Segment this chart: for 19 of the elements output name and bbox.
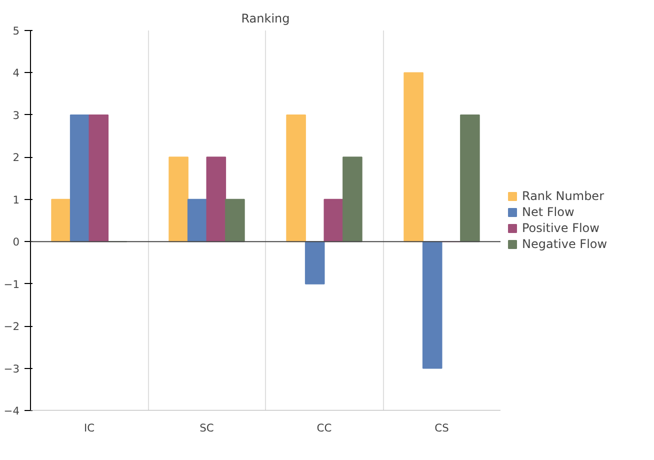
chart-title: Ranking [241,12,290,26]
y-tick-label: −3 [4,362,20,376]
x-tick-label: SC [200,422,214,434]
legend-label: Net Flow [522,205,574,219]
y-tick-label: 4 [12,66,20,80]
x-tick-label: IC [84,422,95,434]
x-tick-label: CC [316,422,332,434]
y-tick-label: 3 [12,108,20,122]
x-tick-label: CS [434,422,450,434]
y-tick-label: 0 [12,236,20,249]
y-tick-label: 5 [12,24,20,38]
y-tick-label: −2 [4,320,20,334]
y-tick-label: −4 [4,404,20,418]
legend-label: Positive Flow [522,221,600,235]
y-tick-label: −1 [4,278,20,291]
legend-label: Rank Number [522,189,604,203]
y-tick-label: 2 [12,151,20,164]
legend-label: Negative Flow [522,237,608,251]
y-tick-label: 1 [12,193,20,206]
